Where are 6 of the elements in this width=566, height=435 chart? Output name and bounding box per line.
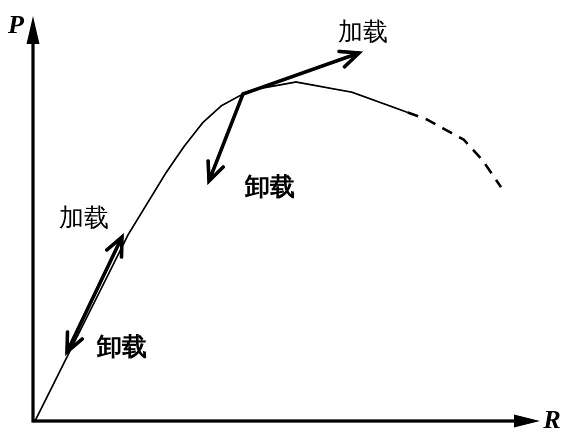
ylabel: P xyxy=(8,10,24,39)
annotation: 卸载 xyxy=(97,332,147,361)
annotation: 卸载 xyxy=(245,172,295,201)
annotation: 加载 xyxy=(59,203,109,232)
annotation: 加载 xyxy=(338,17,388,46)
xlabel: R xyxy=(543,405,561,434)
